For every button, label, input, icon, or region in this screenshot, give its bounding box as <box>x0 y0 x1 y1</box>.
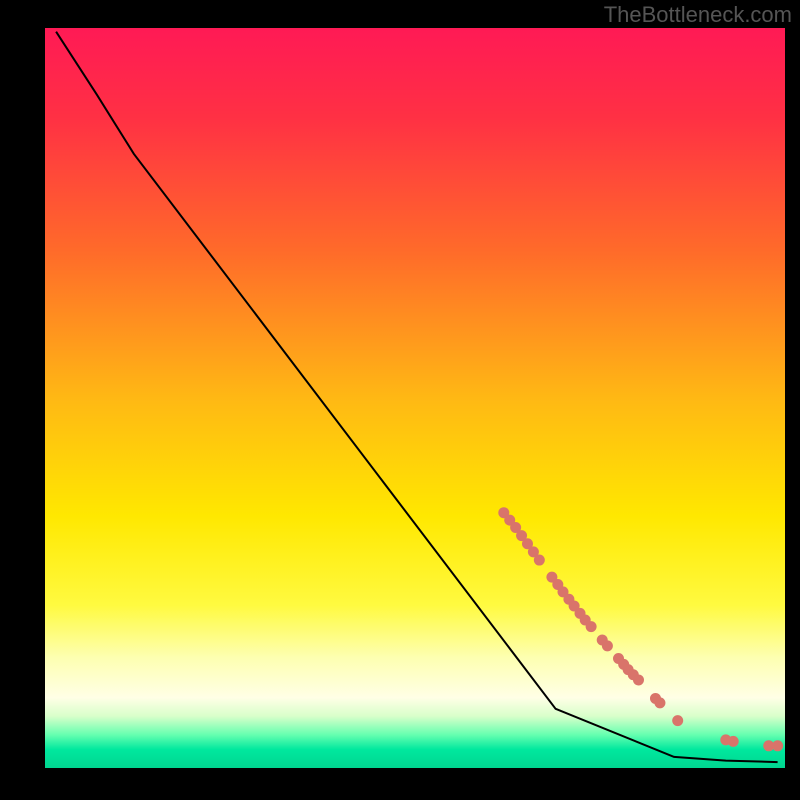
chart-marker <box>602 640 613 651</box>
chart-overlay <box>45 28 785 768</box>
chart-marker <box>534 555 545 566</box>
chart-marker <box>654 697 665 708</box>
watermark-text: TheBottleneck.com <box>604 2 792 28</box>
chart-marker <box>772 740 783 751</box>
chart-curve-line <box>56 32 778 762</box>
chart-markers <box>498 507 783 751</box>
chart-marker <box>672 715 683 726</box>
chart-marker <box>633 674 644 685</box>
chart-marker <box>586 621 597 632</box>
chart-marker <box>728 736 739 747</box>
chart-plot-area <box>45 28 785 768</box>
